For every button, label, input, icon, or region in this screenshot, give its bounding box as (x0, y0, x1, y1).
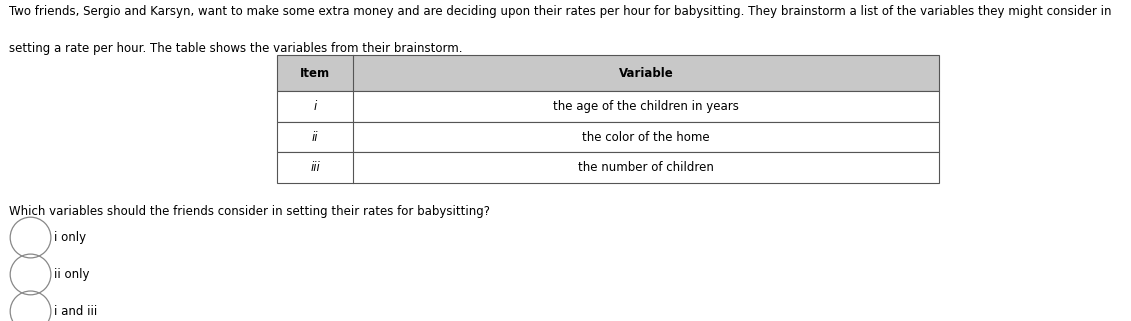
Text: the color of the home: the color of the home (582, 131, 710, 144)
Text: Which variables should the friends consider in setting their rates for babysitti: Which variables should the friends consi… (9, 205, 490, 218)
Text: the number of children: the number of children (578, 161, 714, 174)
Text: Variable: Variable (619, 66, 673, 80)
Text: i only: i only (54, 231, 86, 244)
Bar (277, 122, 939, 152)
Text: ii only: ii only (54, 268, 89, 281)
Text: iii: iii (310, 161, 320, 174)
Text: Item: Item (300, 66, 330, 80)
Text: i: i (313, 100, 317, 113)
Text: i and iii: i and iii (54, 305, 97, 318)
Text: ii: ii (312, 131, 319, 144)
Text: Two friends, Sergio and Karsyn, want to make some extra money and are deciding u: Two friends, Sergio and Karsyn, want to … (9, 5, 1112, 18)
Bar (277, 91, 939, 122)
Text: setting a rate per hour. The table shows the variables from their brainstorm.: setting a rate per hour. The table shows… (9, 42, 463, 55)
Text: the age of the children in years: the age of the children in years (553, 100, 739, 113)
Bar (277, 152, 939, 183)
